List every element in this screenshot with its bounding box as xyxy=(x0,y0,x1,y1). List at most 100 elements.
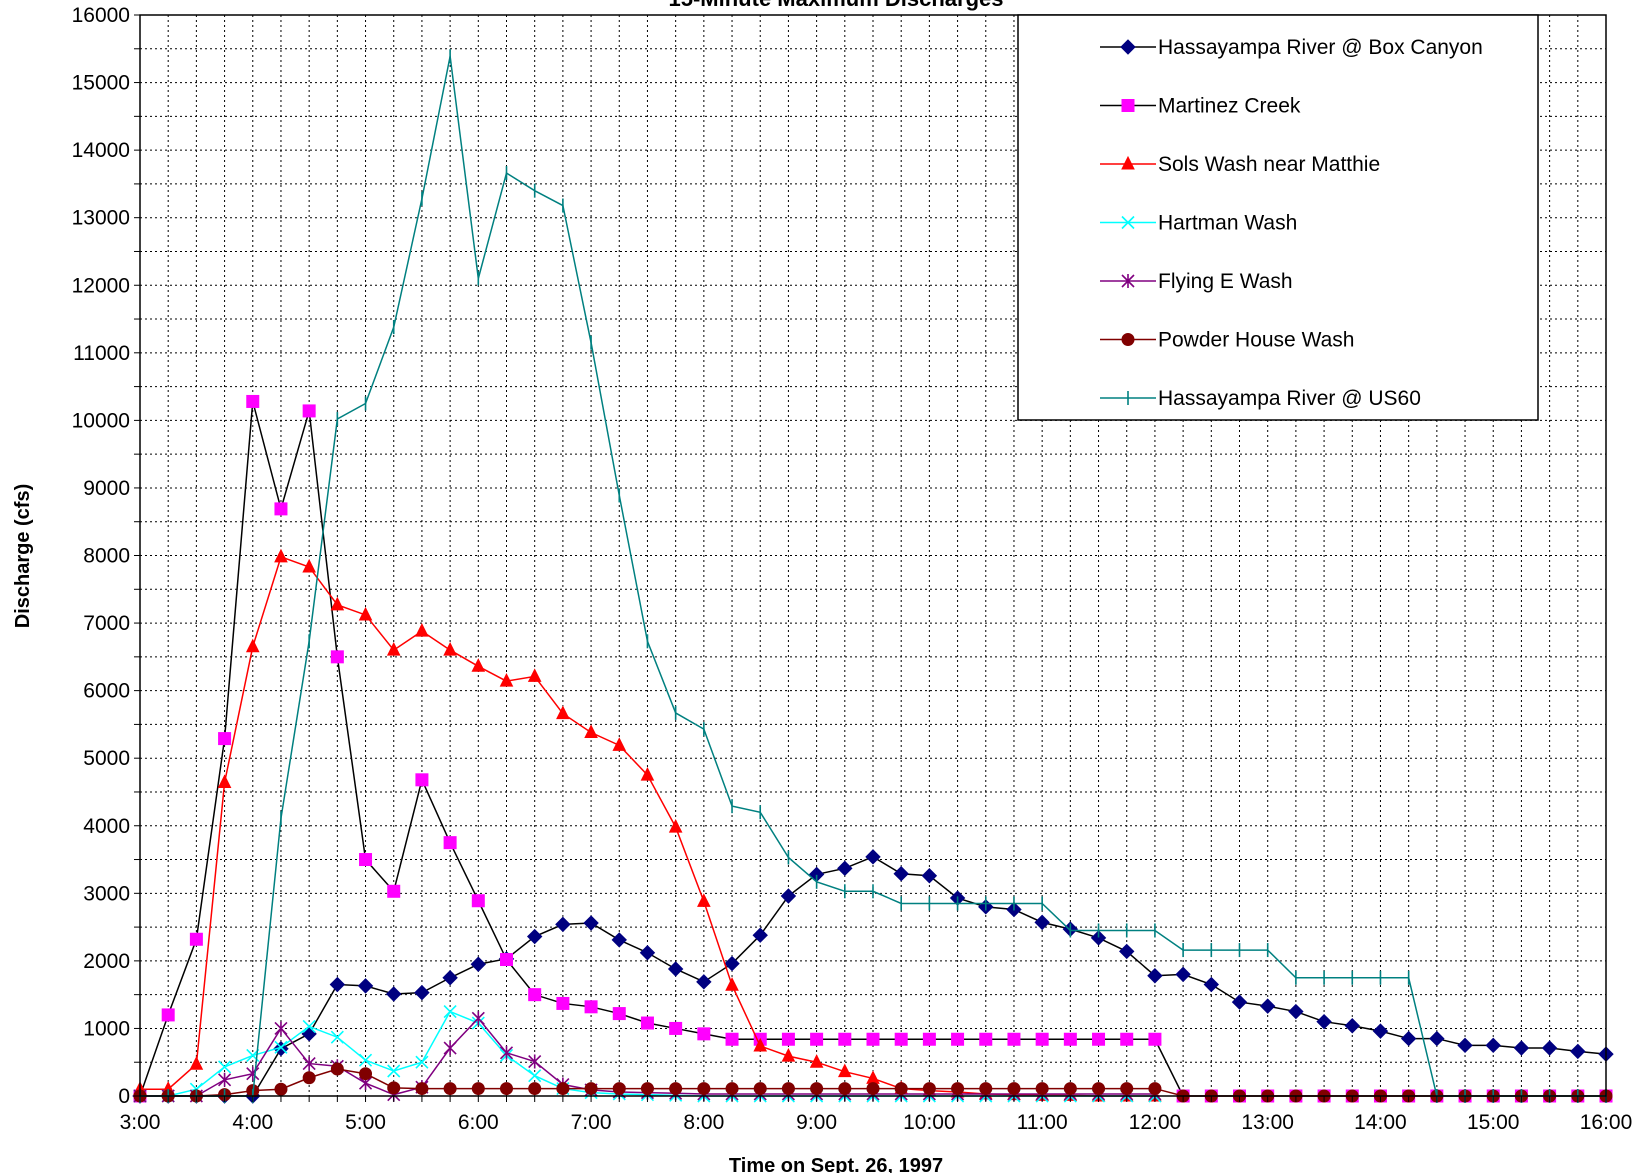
data-point xyxy=(274,1082,288,1096)
legend-entry: Sols Wash near Matthie xyxy=(1100,153,1380,176)
y-tick-label: 0 xyxy=(118,1085,130,1108)
data-point xyxy=(526,928,543,945)
data-point xyxy=(1372,1023,1389,1039)
data-point xyxy=(1570,1043,1586,1060)
data-point xyxy=(1007,1032,1021,1046)
data-point xyxy=(302,1019,316,1033)
data-point xyxy=(387,884,401,898)
data-point xyxy=(894,1082,908,1096)
data-point xyxy=(1121,274,1135,288)
y-tick-label: 12000 xyxy=(72,274,130,297)
data-point xyxy=(640,766,655,781)
data-point xyxy=(753,1037,768,1052)
data-point xyxy=(161,1008,175,1022)
data-point xyxy=(274,548,288,563)
y-tick-label: 4000 xyxy=(83,815,130,838)
data-point xyxy=(697,893,711,907)
data-point xyxy=(894,1032,908,1046)
x-tick-label: 12:00 xyxy=(1129,1111,1182,1134)
data-point xyxy=(951,1082,965,1096)
data-point xyxy=(809,1054,824,1068)
data-point xyxy=(1541,1040,1558,1056)
data-point xyxy=(866,1082,880,1096)
data-point xyxy=(387,1081,401,1095)
data-point xyxy=(471,1011,485,1026)
x-tick-label: 8:00 xyxy=(683,1111,724,1134)
data-point xyxy=(725,1082,739,1096)
data-point xyxy=(611,932,627,948)
data-point xyxy=(1231,994,1248,1010)
x-tick-label: 3:00 xyxy=(120,1111,161,1134)
x-tick-label: 9:00 xyxy=(796,1111,837,1134)
data-point xyxy=(639,945,656,961)
data-point xyxy=(1148,1032,1162,1046)
data-point xyxy=(810,1032,824,1046)
x-tick-label: 15:00 xyxy=(1467,1111,1520,1134)
data-point xyxy=(612,1007,626,1021)
data-point xyxy=(218,1060,232,1074)
data-point xyxy=(725,1032,739,1046)
data-point xyxy=(359,1067,373,1081)
data-point xyxy=(415,1055,429,1069)
x-tick-label: 13:00 xyxy=(1241,1111,1294,1134)
data-point xyxy=(810,1082,824,1096)
y-tick-label: 8000 xyxy=(83,545,130,568)
data-point xyxy=(528,1054,542,1069)
y-tick-label: 16000 xyxy=(72,4,130,27)
data-point xyxy=(979,1032,993,1046)
data-point xyxy=(1457,1037,1473,1054)
tick-labels: 0 1000 2000 3000 4000 5000 6000 7000 8000 9000 100… xyxy=(72,4,1633,1134)
y-axis-title: Discharge (cfs) xyxy=(12,484,34,629)
data-point xyxy=(837,860,853,877)
data-point xyxy=(499,673,514,687)
data-point xyxy=(415,1082,429,1096)
data-point xyxy=(471,1082,485,1096)
data-point xyxy=(584,724,598,739)
data-point xyxy=(1485,1037,1501,1054)
data-point xyxy=(640,1016,654,1030)
data-point xyxy=(528,1082,542,1096)
data-point xyxy=(443,836,457,850)
data-point xyxy=(217,774,232,789)
data-point xyxy=(1203,976,1220,993)
data-point xyxy=(781,1032,795,1046)
data-point xyxy=(725,977,739,991)
data-point xyxy=(245,638,260,653)
data-point xyxy=(1288,1003,1304,1020)
data-point xyxy=(1007,1082,1021,1096)
data-point xyxy=(612,737,627,751)
data-point xyxy=(556,996,570,1010)
x-tick-label: 5:00 xyxy=(345,1111,386,1134)
data-point xyxy=(528,988,542,1002)
data-point xyxy=(387,1064,401,1078)
data-point xyxy=(302,404,316,418)
chart-title: 15-Minute Maximum Discharges xyxy=(669,0,1004,11)
data-point xyxy=(218,732,232,746)
x-tick-label: 11:00 xyxy=(1017,1111,1068,1134)
data-point xyxy=(1035,1082,1049,1096)
data-point xyxy=(500,1082,513,1096)
data-point xyxy=(921,868,938,884)
y-tick-label: 10000 xyxy=(72,409,130,432)
data-point xyxy=(443,1004,457,1019)
data-point xyxy=(697,1082,711,1096)
data-point xyxy=(584,1000,598,1014)
data-point xyxy=(584,1082,598,1096)
data-point xyxy=(443,1041,457,1056)
data-point xyxy=(415,773,429,787)
data-point xyxy=(1121,155,1135,170)
data-point xyxy=(1316,1013,1332,1030)
data-point xyxy=(1429,1030,1445,1047)
data-point xyxy=(1400,1030,1417,1047)
data-point xyxy=(1063,1082,1077,1096)
data-point xyxy=(838,1032,852,1046)
data-point xyxy=(330,650,344,664)
data-point xyxy=(274,1040,288,1054)
data-point xyxy=(696,974,712,990)
data-point xyxy=(471,894,485,908)
data-point xyxy=(865,849,881,865)
y-tick-label: 2000 xyxy=(83,950,130,973)
y-tick-label: 3000 xyxy=(83,882,130,905)
data-point xyxy=(555,916,571,933)
